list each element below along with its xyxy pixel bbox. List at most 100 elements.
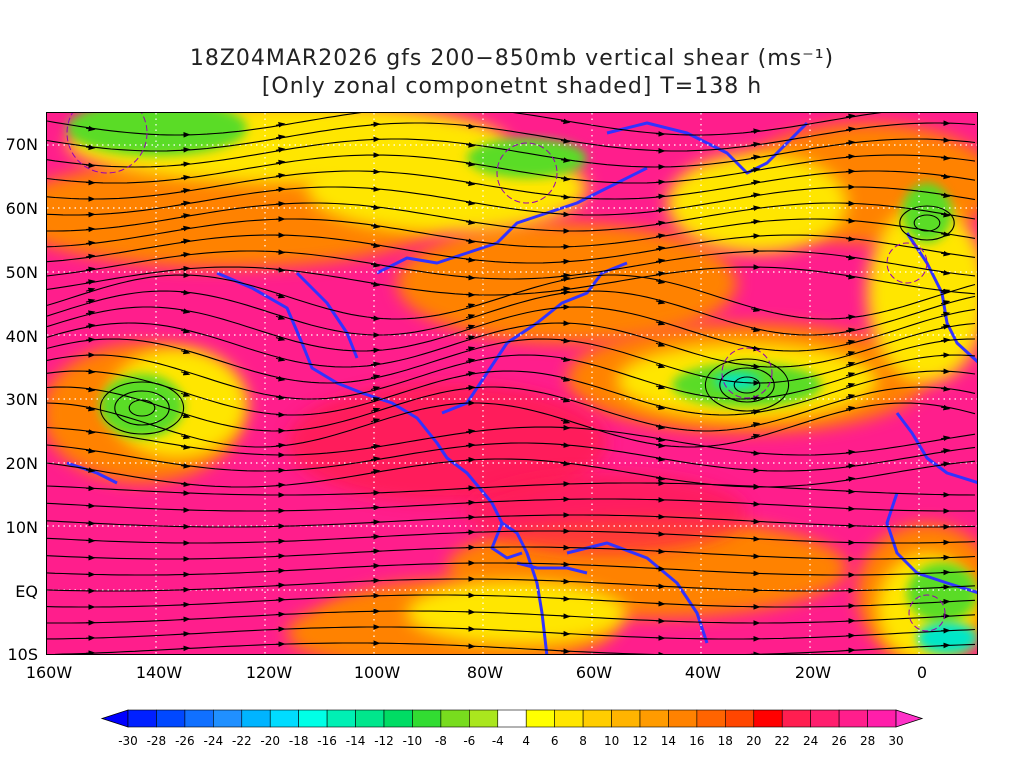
streamline-arrow	[940, 289, 951, 295]
coastline	[295, 271, 359, 359]
colorbar-swatch	[582, 709, 612, 728]
streamline-arrow	[275, 442, 286, 449]
streamline-arrow	[275, 267, 286, 273]
shear-shading-region	[917, 622, 977, 654]
streamline-arrow	[465, 384, 476, 391]
coastline	[885, 492, 977, 594]
streamline-arrow	[275, 356, 286, 362]
streamline-arrow	[85, 310, 96, 316]
streamline-arrow	[750, 218, 761, 225]
colorbar-swatch	[469, 709, 499, 728]
colorbar-tick-label: 22	[775, 734, 790, 748]
colorbar-tick-label: 14	[661, 734, 676, 748]
streamline-arrow	[845, 218, 856, 224]
streamline-arrow	[85, 467, 96, 473]
streamline-arrow	[370, 443, 381, 450]
streamline	[47, 546, 976, 560]
streamline-arrow	[940, 270, 951, 276]
streamline-arrow	[655, 341, 666, 347]
streamline-arrow	[940, 211, 951, 218]
streamline-arrow	[750, 395, 761, 401]
streamline-arrow	[465, 200, 476, 206]
streamline-arrow	[465, 142, 476, 148]
streamline-arrow	[750, 205, 761, 211]
lon-label-40w: 40W	[684, 663, 722, 682]
streamline-arrow	[180, 251, 191, 258]
streamline-arrow	[655, 193, 666, 200]
streamline-arrow	[750, 433, 761, 440]
streamline-arrow	[845, 113, 856, 120]
streamline-arrow	[845, 339, 856, 346]
streamline	[47, 402, 976, 448]
streamline-arrow	[85, 287, 96, 294]
streamline-arrow	[370, 456, 381, 462]
streamline-arrow	[180, 213, 191, 219]
streamline-arrow	[940, 173, 951, 180]
circulation-ring	[99, 381, 185, 435]
colorbar-tick-label: 8	[579, 734, 587, 748]
streamline-arrow	[655, 475, 666, 482]
streamline-arrow	[845, 351, 856, 357]
streamline-arrow	[560, 397, 571, 403]
shear-shading-region	[907, 563, 977, 623]
streamline-arrow	[560, 272, 571, 279]
circulation-ring	[913, 214, 941, 232]
streamline	[47, 138, 976, 168]
streamline-arrow	[940, 435, 951, 442]
colorbar-tick-label: -18	[289, 734, 309, 748]
streamline	[47, 338, 976, 384]
streamline-arrow	[655, 456, 666, 462]
streamline-arrow	[655, 362, 666, 369]
streamline-arrow	[750, 409, 761, 415]
streamline-arrow	[560, 442, 571, 448]
streamline-arrow	[465, 346, 476, 352]
colorbar-over-arrow	[895, 709, 924, 728]
streamline-arrow	[655, 278, 666, 285]
colorbar-swatch	[127, 709, 157, 728]
streamline	[47, 154, 976, 184]
streamline-arrow	[465, 324, 476, 331]
colorbar-tick-label: -22	[232, 734, 252, 748]
contour-line	[886, 242, 928, 284]
streamline-arrow	[370, 204, 381, 211]
streamline-arrow	[750, 179, 761, 186]
streamline-arrow	[180, 289, 191, 296]
colorbar-swatch	[355, 709, 385, 728]
colorbar-swatch	[184, 709, 214, 728]
shear-shading-region	[287, 603, 447, 654]
streamline-arrow	[940, 311, 951, 318]
circulation-ring	[704, 358, 790, 412]
streamline-arrow	[845, 236, 856, 242]
streamline	[47, 610, 976, 624]
streamline-arrow	[655, 320, 666, 326]
colorbar-tick-label: -10	[403, 734, 423, 748]
contour-line	[908, 594, 946, 632]
streamline-arrow	[275, 186, 286, 193]
streamline-arrow	[370, 281, 381, 287]
streamline-arrow	[560, 138, 571, 144]
streamline-arrow	[85, 144, 96, 151]
streamline-arrow	[845, 126, 856, 133]
coastline	[905, 232, 977, 364]
streamline-arrow	[275, 172, 286, 179]
contour-line	[721, 347, 773, 399]
circulation-ring	[899, 205, 955, 241]
streamline-arrow	[85, 337, 96, 343]
streamline-arrow	[275, 122, 286, 128]
lon-label-100w: 100W	[353, 663, 401, 682]
streamline-arrow	[845, 382, 856, 389]
streamline	[47, 458, 976, 488]
streamline	[47, 234, 976, 264]
streamline	[47, 306, 976, 352]
streamline-arrow	[655, 404, 666, 411]
streamline	[47, 514, 976, 528]
streamline-arrow	[560, 460, 571, 467]
streamline-arrow	[180, 308, 191, 314]
streamline-arrow	[85, 253, 96, 260]
map-title-line1: 18Z04MAR2026 gfs 200−850mb vertical shea…	[189, 46, 835, 71]
streamline-arrow	[370, 315, 381, 322]
streamline-arrow	[370, 223, 381, 229]
map-title-line2: [Only zonal componetnt shaded] T=138 h	[261, 74, 763, 99]
streamline-arrow	[85, 279, 96, 285]
shear-shading-region	[715, 373, 759, 389]
